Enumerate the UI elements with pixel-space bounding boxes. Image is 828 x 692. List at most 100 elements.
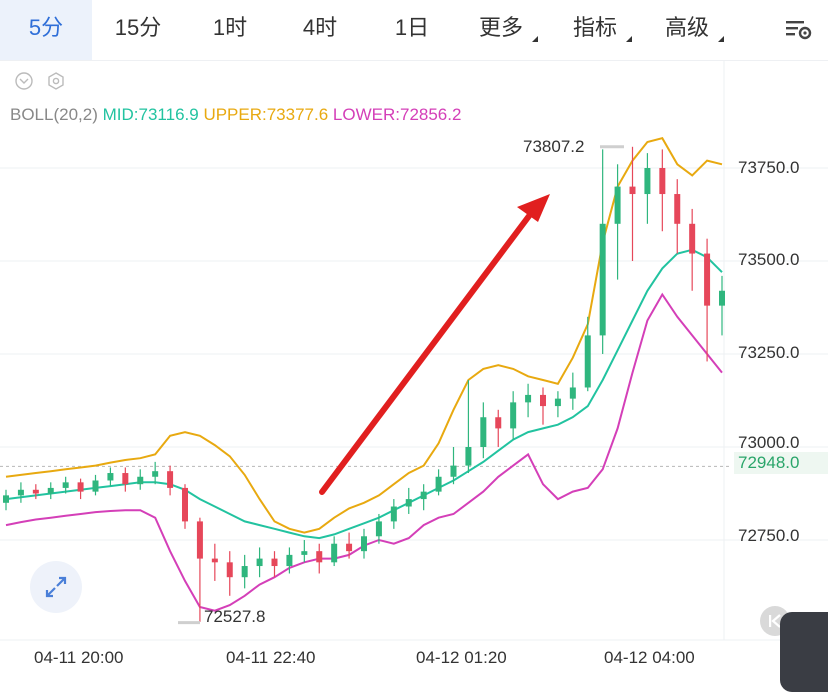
tab-1hour[interactable]: 1时 xyxy=(192,0,268,60)
candle-body xyxy=(122,473,129,485)
candle-body xyxy=(196,521,203,559)
indicator-settings-icon[interactable] xyxy=(46,71,66,91)
candle-body xyxy=(256,558,263,567)
dropdown-caret-icon xyxy=(532,36,538,42)
candle-body xyxy=(510,402,517,429)
tab-label: 指标 xyxy=(572,15,617,40)
chart-area[interactable]: BOLL(20,2) MID:73116.9 UPPER:73377.6 LOW… xyxy=(0,61,828,642)
candle-body xyxy=(3,495,9,503)
boll-upper-value: UPPER:73377.6 xyxy=(203,105,329,124)
x-tick-label: 04-12 01:20 xyxy=(416,648,507,667)
tab-label: 高级 xyxy=(664,15,709,40)
annotation-arrow-head xyxy=(517,194,550,222)
timeframe-tab-bar: 5分 15分 1时 4时 1日 更多 指标 高级 xyxy=(0,0,828,61)
boll-label: BOLL(20,2) xyxy=(10,105,98,124)
candle-body xyxy=(525,394,532,403)
high-price-label: 73807.2 xyxy=(523,137,585,156)
candle-body xyxy=(375,521,382,537)
y-tick-label: 72750.0 xyxy=(738,526,800,545)
candle-body xyxy=(569,387,576,399)
candle-body xyxy=(390,506,397,522)
tab-label: 15分 xyxy=(114,15,162,40)
tab-indicators-dropdown[interactable]: 指标 xyxy=(560,0,632,60)
candle-body xyxy=(361,536,367,552)
chart-grid xyxy=(0,61,828,641)
y-tick-label: 73000.0 xyxy=(738,433,800,452)
tab-more-dropdown[interactable]: 更多 xyxy=(466,0,538,60)
back-to-latest-icon xyxy=(769,614,781,628)
tab-label: 1日 xyxy=(394,15,430,40)
boll-mid-line xyxy=(5,248,723,540)
x-tick-label: 04-11 22:40 xyxy=(226,648,316,667)
candle-body xyxy=(629,186,636,195)
candle-body xyxy=(182,487,188,522)
candle-body xyxy=(704,253,711,306)
candle-body xyxy=(659,168,666,195)
expand-icon xyxy=(45,576,67,598)
boll-lower-line xyxy=(5,292,723,612)
candle-body xyxy=(599,223,606,336)
candle-body xyxy=(450,465,457,477)
candle-body xyxy=(674,194,681,224)
candle-body xyxy=(554,398,561,407)
candle-body xyxy=(435,476,442,492)
candle-body xyxy=(301,551,308,555)
tab-label: 5分 xyxy=(28,15,64,40)
candle-body xyxy=(465,447,472,466)
candle-body xyxy=(644,168,651,195)
candle-body xyxy=(346,543,353,552)
annotation-arrow-shaft xyxy=(319,209,535,495)
candle-body xyxy=(540,394,546,407)
candle-body xyxy=(689,223,696,254)
tab-15min[interactable]: 15分 xyxy=(100,0,176,60)
candle-body xyxy=(719,290,725,306)
boll-lower-value: LOWER:72856.2 xyxy=(332,105,462,124)
candle-body xyxy=(405,499,412,507)
candle-body xyxy=(241,566,248,578)
dropdown-caret-icon xyxy=(626,36,632,42)
candle-body xyxy=(420,491,427,500)
tab-5min[interactable]: 5分 xyxy=(0,0,92,60)
chart-settings-icon[interactable] xyxy=(784,14,814,44)
candle-body xyxy=(152,471,159,477)
candle-body xyxy=(495,417,502,429)
floating-panel-handle[interactable] xyxy=(780,612,828,692)
candle-body xyxy=(77,482,84,492)
y-tick-label: 73500.0 xyxy=(738,250,800,269)
candle-body xyxy=(62,482,69,488)
candle-body xyxy=(137,476,144,485)
candle-body xyxy=(211,558,218,563)
tab-label: 4时 xyxy=(302,15,338,40)
candle-body xyxy=(584,335,591,388)
expand-chart-button[interactable] xyxy=(30,561,82,613)
candle-body xyxy=(92,480,99,492)
candle-body xyxy=(32,489,39,494)
y-tick-label: 73250.0 xyxy=(738,343,800,362)
tab-label: 1时 xyxy=(212,15,248,40)
candle-body xyxy=(480,417,487,447)
y-tick-label: 73750.0 xyxy=(738,158,800,177)
candle-body xyxy=(286,554,293,567)
x-tick-label: 04-11 20:00 xyxy=(34,648,124,667)
tab-advanced-dropdown[interactable]: 高级 xyxy=(652,0,724,60)
candle-body xyxy=(271,558,278,567)
tab-label: 更多 xyxy=(478,15,523,40)
candle-body xyxy=(226,562,233,578)
tab-1day[interactable]: 1日 xyxy=(374,0,450,60)
tab-4hour[interactable]: 4时 xyxy=(282,0,358,60)
x-tick-label: 04-12 04:00 xyxy=(604,648,695,667)
candle-body xyxy=(17,489,24,496)
low-price-label: 72527.8 xyxy=(204,607,266,626)
candle-body xyxy=(107,473,114,481)
candle-body xyxy=(331,543,338,563)
candle-body xyxy=(167,471,174,488)
candle-body xyxy=(316,551,323,563)
candle-body xyxy=(614,186,621,224)
collapse-indicator-icon[interactable] xyxy=(14,71,34,91)
current-price-badge: 72948.0 xyxy=(734,452,828,474)
boll-mid-value: MID:73116.9 xyxy=(102,105,199,124)
candle-body xyxy=(47,487,54,494)
boll-indicator-legend: BOLL(20,2) MID:73116.9 UPPER:73377.6 LOW… xyxy=(10,105,461,125)
dropdown-caret-icon xyxy=(718,36,724,42)
